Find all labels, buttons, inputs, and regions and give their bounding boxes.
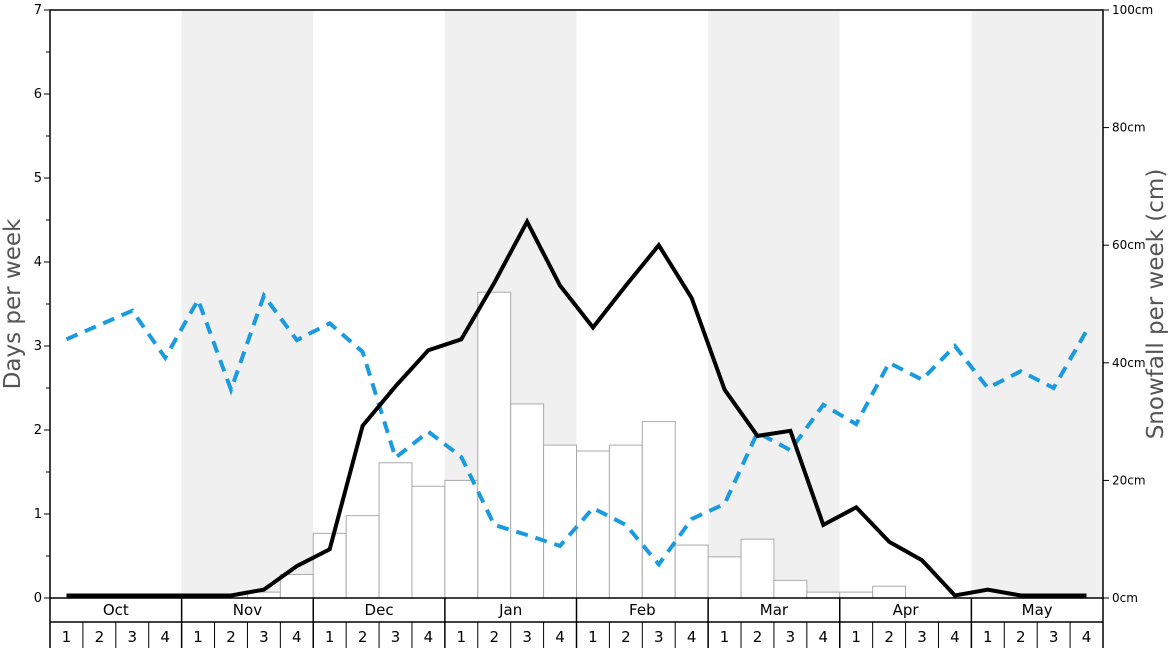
snowfall-bar [608,444,643,599]
snowfall-bar [740,538,775,599]
month-label: Dec [365,601,394,619]
right-axis-title: Snowfall per week (cm) [1143,169,1168,440]
snowfall-bar [773,579,808,599]
week-label: 1 [851,628,861,646]
snowfall-bar [345,515,380,599]
month-label: Feb [629,601,656,619]
week-label: 2 [753,628,763,646]
left-tick-label: 0 [34,591,42,606]
week-label: 2 [358,628,368,646]
right-axis: 0cm 20cm 40cm 60cm 80cm 100cm [1103,3,1153,605]
week-label: 1 [325,628,335,646]
snowfall-bar [576,450,610,599]
month-label: Oct [103,601,129,619]
snowfall-bar [378,462,413,599]
snowfall-bar [806,591,841,599]
right-tick-label: 20cm [1112,473,1146,487]
week-label: 1 [62,628,72,646]
week-label: 1 [193,628,203,646]
left-tick-label: 7 [34,3,42,18]
left-axis-title: Days per week [0,218,26,389]
dashed-series-line [65,291,1089,568]
snowfall-bar [279,573,314,599]
snowfall-bar [707,556,742,599]
solid-series-line [66,217,1087,598]
left-axis: 0 1 2 3 4 5 6 7 [34,3,50,606]
month-label: Jan [498,601,522,619]
left-tick-label: 3 [34,339,42,354]
week-label: 4 [160,628,170,646]
week-label: 3 [917,628,927,646]
left-tick-label: 1 [34,507,42,522]
week-label: 4 [687,628,697,646]
week-label: 3 [127,628,137,646]
week-label: 3 [786,628,796,646]
week-label: 2 [489,628,499,646]
x-axis: Oct 1 2 3 4 Nov 1 2 3 4 Dec 1 2 3 4 Jan 1 2 3 4 Feb 1 2 3 4 Mar 1 2… [49,598,1104,648]
week-label: 1 [983,628,993,646]
month-label: Apr [893,601,920,619]
shade-mar [708,10,840,598]
week-label: 3 [259,628,269,646]
right-tick-label: 80cm [1112,121,1146,135]
week-label: 2 [621,628,631,646]
week-label: 3 [1049,628,1059,646]
week-label: 1 [457,628,467,646]
left-tick-label: 2 [34,423,42,438]
week-label: 4 [1082,628,1092,646]
week-label: 1 [720,628,730,646]
week-label: 1 [588,628,598,646]
week-label: 3 [391,628,401,646]
month-label: May [1022,601,1053,619]
month-label: Nov [233,601,262,619]
series-lines [65,217,1089,598]
week-label: 4 [555,628,565,646]
snowfall-bar [872,585,907,599]
month-label: Mar [760,601,789,619]
shade-nov [181,10,314,598]
left-tick-label: 6 [34,87,42,102]
right-tick-label: 40cm [1112,356,1146,370]
snowfall-bar [477,291,512,599]
right-tick-label: 0cm [1112,591,1138,605]
right-tick-label: 100cm [1112,3,1153,17]
left-tick-label: 5 [34,171,42,186]
snowfall-bar [510,403,545,599]
shade-may [971,10,1103,598]
snowfall-bar [411,485,446,599]
week-label: 3 [522,628,532,646]
week-label: 3 [654,628,664,646]
week-label: 4 [424,628,434,646]
left-tick-label: 4 [34,255,42,270]
week-label: 2 [884,628,894,646]
snowfall-bar [641,421,676,599]
week-label: 4 [292,628,302,646]
snowfall-bar [674,544,709,599]
right-tick-label: 60cm [1112,238,1146,252]
week-label: 4 [950,628,960,646]
snowfall-bars [246,291,907,599]
week-label: 2 [95,628,105,646]
snowfall-bar [839,591,874,599]
week-label: 2 [1016,628,1026,646]
week-label: 4 [819,628,829,646]
week-label: 2 [226,628,236,646]
snowfall-bar [543,444,577,599]
snowfall-bar [444,479,479,599]
